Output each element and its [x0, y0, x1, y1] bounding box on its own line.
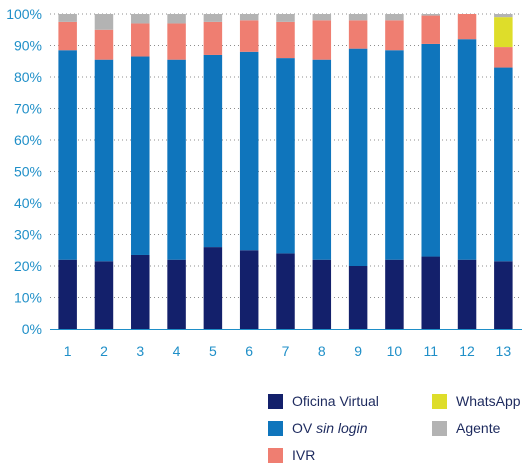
- bar-segment: [58, 259, 77, 329]
- x-tick-label: 8: [318, 343, 326, 359]
- bar-segment: [276, 253, 295, 329]
- legend-label-oficina-virtual: Oficina Virtual: [292, 393, 379, 409]
- bar-segment: [203, 54, 223, 248]
- legend-label-ov-sin-login: OV sin login: [292, 420, 368, 436]
- y-tick-label: 30%: [14, 227, 42, 243]
- bar-segment: [167, 23, 186, 60]
- y-tick-label: 60%: [14, 132, 42, 148]
- bar-segment: [421, 43, 440, 257]
- legend-swatch-whatsapp: [432, 393, 447, 409]
- legend-item-whatsapp: WhatsApp: [432, 392, 521, 410]
- bar-segment: [58, 50, 77, 260]
- bar-segment: [312, 14, 332, 21]
- bar-segment: [348, 266, 368, 329]
- bar-segment: [167, 14, 186, 24]
- bar-segment: [385, 50, 404, 260]
- bar-segment: [58, 21, 77, 51]
- bar-segment: [167, 59, 186, 260]
- y-tick-label: 20%: [14, 258, 42, 274]
- bar-segment: [276, 21, 295, 59]
- legend-swatch-oficina-virtual: [268, 393, 283, 409]
- bars: [58, 14, 513, 329]
- bar-segment: [385, 14, 404, 21]
- y-axis-ticks: 0% 10% 20% 30% 40% 50% 60% 70% 80% 90% 100%: [6, 6, 42, 337]
- bar-segment: [94, 261, 114, 329]
- legend-swatch-ov-sin-login: [268, 420, 283, 436]
- bar-segment: [239, 14, 259, 21]
- bar-segment: [494, 17, 513, 48]
- bar-segment: [312, 20, 332, 60]
- bar-segment: [276, 14, 295, 22]
- bar-segment: [494, 14, 513, 18]
- y-tick-label: 80%: [14, 69, 42, 85]
- bar-segment: [348, 14, 368, 21]
- y-tick-label: 0%: [22, 321, 42, 337]
- bar-segment: [131, 23, 150, 57]
- y-tick-label: 70%: [14, 101, 42, 117]
- x-tick-label: 7: [282, 343, 290, 359]
- x-tick-label: 9: [354, 343, 362, 359]
- bar-segment: [385, 259, 404, 329]
- bar-segment: [348, 48, 368, 267]
- bar-segment: [457, 39, 477, 260]
- bar-segment: [167, 259, 186, 329]
- legend-item-ivr: IVR: [268, 446, 315, 464]
- bar-segment: [131, 254, 150, 329]
- x-tick-label: 12: [459, 343, 475, 359]
- bar-segment: [239, 20, 259, 52]
- x-tick-label: 11: [423, 343, 438, 359]
- legend-label-ivr: IVR: [292, 447, 316, 463]
- bar-segment: [276, 58, 295, 254]
- bar-segment: [494, 47, 513, 68]
- x-tick-label: 3: [136, 343, 144, 359]
- bar-segment: [421, 14, 440, 16]
- bar-segment: [457, 14, 477, 40]
- legend-item-ov-sin-login: OV sin login: [268, 419, 368, 437]
- bar-segment: [421, 256, 440, 329]
- bar-segment: [94, 14, 114, 30]
- legend-label-agente: Agente: [456, 420, 501, 436]
- bar-segment: [203, 14, 223, 22]
- bar-segment: [203, 247, 223, 329]
- bar-segment: [94, 59, 114, 262]
- bar-segment: [312, 259, 332, 329]
- y-tick-label: 40%: [14, 195, 42, 211]
- bar-segment: [385, 20, 404, 51]
- bar-segment: [239, 250, 259, 329]
- x-axis-ticks: 1 2 3 4 5 6 7 8 9 10 11 12 13: [64, 343, 512, 359]
- bar-segment: [203, 21, 223, 55]
- x-tick-label: 4: [173, 343, 181, 359]
- bar-segment: [494, 261, 513, 329]
- bar-segment: [131, 14, 150, 24]
- y-tick-label: 10%: [14, 290, 42, 306]
- x-tick-label: 13: [496, 343, 512, 359]
- bar-segment: [421, 15, 440, 44]
- legend-swatch-ivr: [268, 447, 283, 463]
- bar-segment: [94, 29, 114, 60]
- bar-segment: [348, 20, 368, 49]
- bar-segment: [457, 259, 477, 329]
- x-tick-label: 1: [64, 343, 72, 359]
- y-tick-label: 50%: [14, 164, 42, 180]
- x-tick-label: 6: [245, 343, 253, 359]
- y-tick-label: 100%: [6, 6, 42, 22]
- legend-label-whatsapp: WhatsApp: [456, 393, 521, 409]
- bar-segment: [239, 51, 259, 251]
- x-tick-label: 10: [387, 343, 403, 359]
- bar-segment: [58, 14, 77, 22]
- legend-swatch-agente: [432, 420, 447, 436]
- legend-item-oficina-virtual: Oficina Virtual: [268, 392, 379, 410]
- bar-segment: [494, 67, 513, 262]
- y-tick-label: 90%: [14, 38, 42, 54]
- bar-segment: [131, 56, 150, 255]
- x-tick-label: 5: [209, 343, 217, 359]
- legend: Oficina Virtual OV sin login IVR WhatsAp…: [268, 392, 526, 470]
- x-tick-label: 2: [100, 343, 108, 359]
- bar-segment: [312, 59, 332, 260]
- legend-item-agente: Agente: [432, 419, 500, 437]
